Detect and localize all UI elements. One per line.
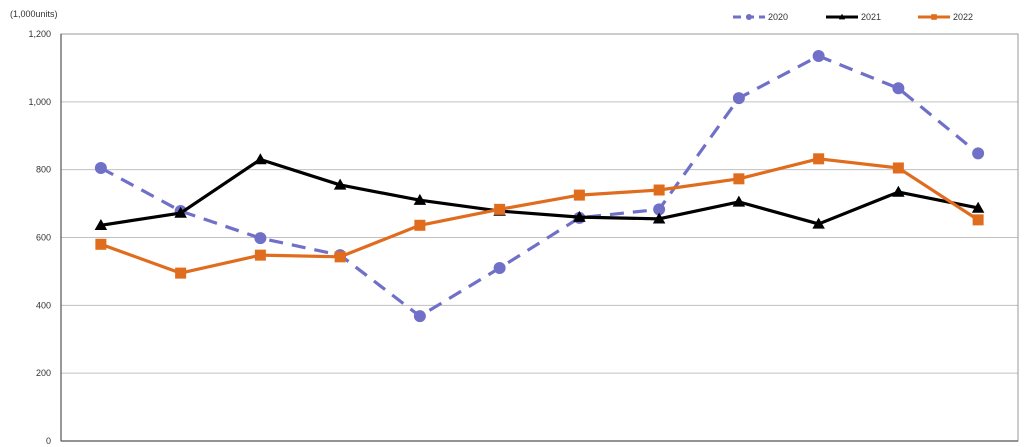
gridlines [61, 101, 1018, 374]
square-marker-icon [95, 238, 107, 250]
legend-label: 2022 [953, 12, 973, 22]
square-marker-icon [175, 267, 187, 279]
circle-marker-icon [413, 310, 426, 323]
series-line [100, 54, 980, 318]
series-2022 [95, 153, 984, 279]
triangle-marker-icon [971, 201, 985, 213]
legend-label: 2021 [861, 12, 881, 22]
legend-item-2020: 2020 [733, 12, 788, 22]
y-tick-label: 1,000 [28, 97, 51, 107]
triangle-marker-icon [812, 217, 825, 229]
square-marker-icon [653, 184, 665, 196]
y-tick-label: 200 [36, 368, 51, 378]
square-marker-icon [573, 189, 585, 201]
triangle-marker-icon [413, 193, 427, 205]
triangle-marker-icon [573, 210, 586, 222]
circle-marker-icon [732, 92, 745, 105]
circle-marker-icon [493, 262, 506, 275]
series-2021 [94, 153, 985, 230]
circle-marker-icon [812, 50, 825, 63]
square-marker-icon [972, 214, 984, 226]
y-tick-label: 800 [36, 165, 51, 175]
square-marker-icon [334, 251, 346, 263]
y-axis-ticks: 0 200 400 600 800 1,000 1,200 [28, 29, 51, 446]
triangle-marker-icon [838, 13, 846, 20]
triangle-marker-icon [254, 153, 267, 165]
legend: 2020 2021 2022 [733, 12, 973, 22]
legend-item-2022: 2022 [918, 12, 973, 22]
square-marker-icon [414, 219, 426, 231]
triangle-marker-icon [892, 185, 905, 197]
series-line [100, 157, 979, 227]
y-axis-unit-label: (1,000units) [10, 9, 58, 19]
legend-item-2021: 2021 [826, 12, 881, 22]
triangle-marker-icon [94, 219, 108, 230]
y-tick-label: 600 [36, 233, 51, 243]
square-marker-icon [733, 173, 745, 185]
circle-marker-icon [892, 82, 905, 95]
square-marker-icon [813, 153, 825, 165]
triangle-marker-icon [732, 195, 746, 207]
y-tick-label: 1,200 [28, 29, 51, 39]
triangle-marker-icon [333, 178, 347, 190]
circle-marker-icon [254, 232, 267, 245]
triangle-marker-icon [652, 212, 666, 224]
series-2020 [94, 50, 985, 323]
circle-marker-icon [972, 147, 985, 160]
square-marker-icon [254, 249, 266, 261]
series-line [100, 157, 979, 275]
legend-label: 2020 [768, 12, 788, 22]
square-marker-icon [494, 203, 506, 215]
circle-marker-icon [94, 161, 107, 174]
square-marker-icon [931, 14, 937, 20]
circle-marker-icon [746, 14, 752, 20]
series-lines [94, 50, 985, 323]
triangle-marker-icon [174, 206, 187, 218]
square-marker-icon [892, 162, 904, 174]
y-tick-label: 0 [46, 436, 51, 446]
circle-marker-icon [653, 203, 666, 216]
y-tick-label: 400 [36, 300, 51, 310]
